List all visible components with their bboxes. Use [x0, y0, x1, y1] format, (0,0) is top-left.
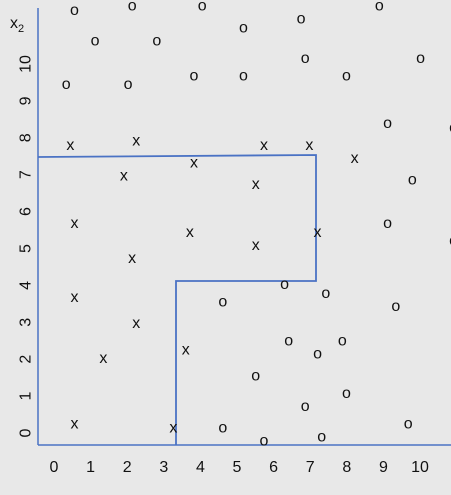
point-o-marker: o	[128, 0, 137, 15]
point-o-marker: o	[91, 32, 100, 49]
point-o-marker: o	[251, 367, 260, 384]
point-o-marker: o	[239, 67, 248, 84]
y-tick-label: 10	[18, 55, 35, 73]
y-axis-label: x2	[10, 15, 24, 35]
point-o-marker: o	[280, 276, 289, 293]
point-o-marker: o	[391, 298, 400, 315]
point-o-marker: o	[375, 0, 384, 15]
x-tick-label: 4	[196, 459, 205, 476]
x-tick-label: 1	[86, 459, 95, 476]
y-tick-label: 6	[18, 207, 35, 216]
x-tick-label: 10	[411, 459, 429, 476]
y-tick-label: 5	[18, 244, 35, 253]
y-tick-label: 9	[18, 96, 35, 105]
point-o-marker: o	[383, 215, 392, 232]
point-x-marker: x	[252, 176, 260, 193]
x-tick-label: 5	[233, 459, 242, 476]
point-x-marker: x	[70, 289, 78, 306]
point-o-marker: o	[342, 67, 351, 84]
point-o-marker: o	[239, 19, 248, 36]
x-tick-label: 0	[50, 459, 59, 476]
y-tick-label: 3	[18, 318, 35, 327]
axes-layer	[37, 8, 451, 446]
point-o-marker: o	[190, 67, 199, 84]
point-x-marker: x	[182, 341, 190, 358]
point-o-marker: o	[338, 333, 347, 350]
x-tick-label: 8	[342, 459, 351, 476]
point-o-marker: o	[152, 32, 161, 49]
point-o-marker: o	[317, 428, 326, 445]
point-o-marker: o	[313, 346, 322, 363]
x-tick-label: 6	[269, 459, 278, 476]
point-o-marker: o	[198, 0, 207, 15]
point-o-marker: o	[62, 76, 71, 93]
x-tick-label: 2	[123, 459, 132, 476]
point-x-marker: x	[314, 224, 322, 241]
point-o-marker: o	[218, 420, 227, 437]
point-x-marker: x	[70, 215, 78, 232]
point-o-marker: o	[416, 50, 425, 67]
point-o-marker: o	[284, 333, 293, 350]
y-tick-label: 0	[18, 428, 35, 437]
point-x-marker: x	[260, 137, 268, 154]
point-x-marker: x	[190, 154, 198, 171]
y-tick-label: 2	[18, 355, 35, 364]
x-tick-label: 9	[379, 459, 388, 476]
point-o-marker: o	[301, 398, 310, 415]
point-x-marker: x	[66, 137, 74, 154]
point-o-marker: o	[260, 433, 269, 450]
point-x-marker: x	[132, 133, 140, 150]
point-x-marker: x	[132, 315, 140, 332]
point-o-marker: o	[297, 11, 306, 28]
x-tick-label: 7	[306, 459, 315, 476]
point-o-marker: o	[449, 119, 451, 136]
x-tick-label: 3	[159, 459, 168, 476]
point-x-marker: x	[120, 167, 128, 184]
point-o-marker: o	[404, 415, 413, 432]
point-x-marker: x	[169, 420, 177, 437]
decision-boundary	[37, 154, 317, 445]
point-o-marker: o	[218, 293, 227, 310]
tick-labels: 0 1 2 3 4 5 6 7 8 9 10 0 1 2 3 4 5 6 7 8 9 10	[18, 55, 430, 476]
point-x-marker: x	[351, 150, 359, 167]
y-tick-label: 1	[18, 392, 35, 401]
point-o-marker: o	[321, 285, 330, 302]
boundary-line	[37, 154, 317, 445]
point-o-marker: o	[408, 172, 417, 189]
point-o-marker: o	[70, 2, 79, 19]
point-x-marker: x	[305, 137, 313, 154]
point-x-marker: x	[186, 224, 194, 241]
point-o-marker: o	[449, 233, 451, 250]
point-o-marker: o	[301, 50, 310, 67]
y-tick-label: 7	[18, 170, 35, 179]
point-o-marker: o	[383, 115, 392, 132]
point-x-marker: x	[99, 350, 107, 367]
y-tick-label: 8	[18, 133, 35, 142]
point-x-marker: x	[252, 237, 260, 254]
point-o-marker: o	[124, 76, 133, 93]
point-x-marker: x	[70, 415, 78, 432]
axis-labels: x2	[10, 15, 24, 35]
y-tick-label: 4	[18, 281, 35, 290]
point-o-marker: o	[342, 385, 351, 402]
point-x-marker: x	[128, 250, 136, 267]
